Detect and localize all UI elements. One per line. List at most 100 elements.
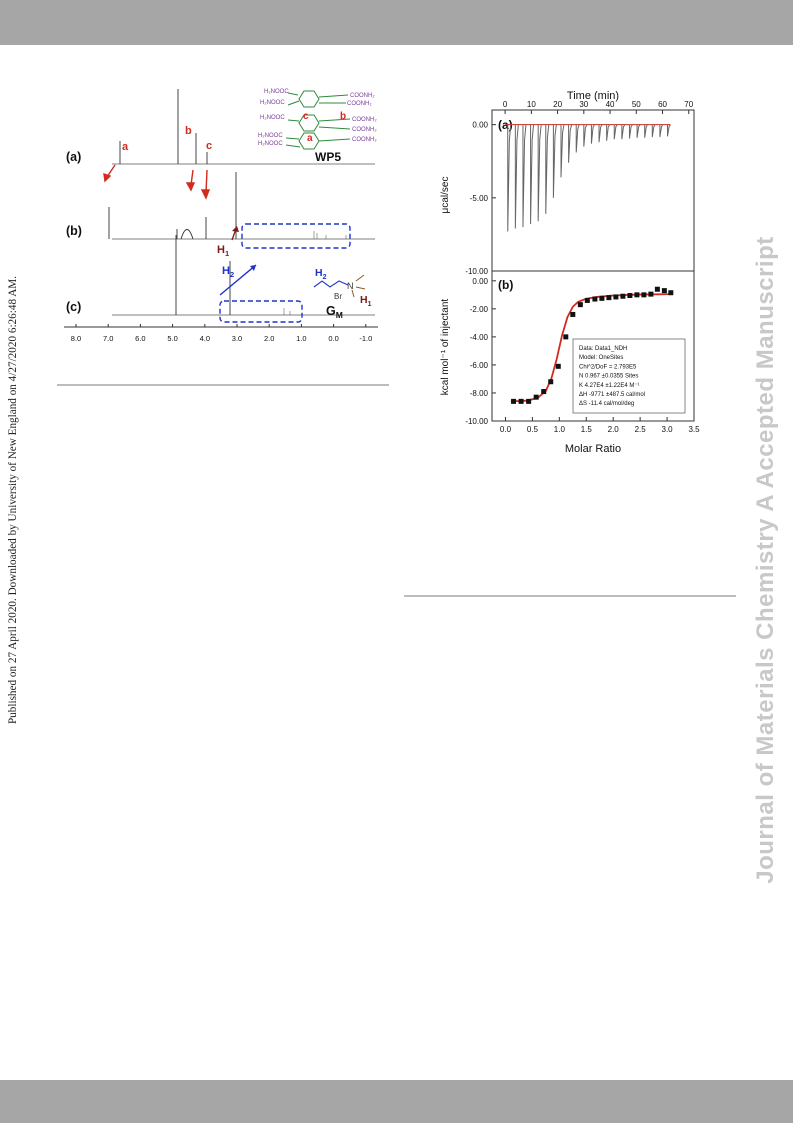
fit-results-line: ΔS -11.4 cal/mol/deg (579, 401, 634, 407)
itc-data-point (577, 302, 583, 308)
host-group: COONH₂ (352, 127, 377, 133)
itc-injection-peak (590, 124, 595, 144)
itc-data-point (555, 363, 561, 369)
itc-panel-b-frame (491, 270, 695, 422)
itc-injection-peak (552, 124, 557, 198)
itc-time-tick-label: 20 (553, 100, 562, 109)
itc-a-y-tick-label: -10.00 (465, 267, 488, 276)
itc-data-point (592, 296, 598, 302)
itc-data-point (570, 311, 576, 317)
itc-data-point (654, 286, 660, 292)
itc-b-x-tick-label: 0.5 (527, 425, 539, 434)
itc-data-point (641, 292, 647, 298)
nmr-tick-label: 6.0 (135, 334, 145, 343)
itc-b-y-tick-label: -10.00 (465, 417, 488, 426)
itc-b-x-tick-label: 0.0 (500, 425, 512, 434)
itc-injection-peak (644, 124, 649, 138)
itc-data-point (548, 379, 554, 385)
itc-b-y-tick-label: -4.00 (470, 333, 489, 342)
h2-label: H2 (222, 265, 234, 279)
itc-injection-peak (583, 124, 588, 147)
guest-nitrogen: N (347, 281, 354, 291)
publication-note: Published on 27 April 2020. Downloaded b… (3, 276, 23, 724)
itc-injection-peak (651, 124, 656, 138)
itc-injection-peak (537, 124, 542, 222)
host-group: COONH₂ (352, 137, 377, 143)
guest-name: GM (326, 304, 343, 320)
itc-b-y-tick-label: -8.00 (470, 389, 489, 398)
host-label-a: a (307, 133, 313, 144)
h2-shift-arrow (219, 264, 257, 296)
peak-b-b (180, 229, 194, 240)
host-ring (298, 90, 320, 108)
itc-injection-peak (606, 124, 611, 141)
spectrum-label-a: (a) (66, 150, 81, 164)
itc-data-point (613, 294, 619, 300)
fit-results-line: Chi^2/DoF = 2.793E5 (579, 364, 637, 370)
guest-h1-label: H1 (360, 294, 372, 308)
host-label-c: c (303, 111, 309, 122)
nmr-tick-label: 3.0 (232, 334, 242, 343)
itc-injection-peak (545, 124, 550, 214)
itc-time-tick-label: 70 (684, 100, 693, 109)
itc-time-tick-label: 10 (527, 100, 536, 109)
guest-methyl (351, 289, 355, 298)
itc-figure-rule (404, 595, 736, 597)
itc-injection-peak (507, 124, 512, 232)
itc-b-y-tick-label: 0.00 (472, 277, 488, 286)
host-ring (298, 132, 320, 150)
itc-figure: Time (min) 0 10 20 30 40 50 60 70 (a) 0.00-5.00… (440, 90, 700, 455)
itc-time-tick-label: 60 (658, 100, 667, 109)
itc-b-y-tick-label: -2.00 (470, 305, 489, 314)
itc-panel-b-ylabel: kcal mol⁻¹ of injectant (440, 299, 451, 396)
nmr-tick-label: 2.0 (264, 334, 274, 343)
fit-results-line: K 4.27E4 ±1.22E4 M⁻¹ (579, 383, 640, 389)
fit-results-text: Data: Data1_NDH Model: OneSites Chi^2/DoF … (579, 346, 645, 407)
host-group: COONH₂ (350, 93, 375, 99)
itc-binding-isotherm (510, 286, 674, 404)
itc-panel-b-x-ticks: 0.0 0.5 1.0 1.5 2.0 2.5 3.0 3.5 (500, 417, 700, 434)
nmr-tick-label: 1.0 (296, 334, 306, 343)
itc-injection-peak (628, 124, 633, 139)
itc-data-point (533, 394, 539, 400)
h1-label: H1 (217, 244, 229, 258)
itc-injection-peak (613, 124, 618, 140)
itc-data-point (648, 291, 654, 297)
nmr-tick-label: 5.0 (167, 334, 177, 343)
nmr-figure-rule (57, 384, 389, 386)
guest-h2-label: H2 (315, 267, 327, 281)
itc-data-point (661, 288, 667, 294)
itc-a-y-tick-label: -5.00 (470, 194, 489, 203)
arrowhead-c (200, 189, 211, 200)
fit-results-box (572, 338, 686, 414)
host-group: H₂NOOC (264, 89, 289, 95)
host-group: COONH₂ (352, 117, 377, 123)
fit-results-line: N 0.967 ±0.0355 Sites (579, 374, 638, 380)
host-name: WP5 (315, 150, 341, 164)
host-group: H₂NOOC (260, 115, 285, 121)
itc-injection-peak (522, 124, 527, 228)
itc-data-point (627, 293, 633, 299)
spectrum-label-b: (b) (66, 224, 82, 238)
guest-bromide: Br (334, 292, 342, 301)
host-chains (285, 92, 351, 148)
zoom-box-c (219, 300, 303, 323)
itc-injection-peak (667, 124, 671, 137)
itc-panel-a-frame (491, 109, 695, 272)
itc-injection-peak (514, 124, 519, 229)
itc-time-ticks: 0 10 20 30 40 50 60 70 (503, 100, 694, 114)
itc-panel-b-label: (b) (498, 278, 513, 292)
host-group: H₂NOOC (258, 141, 283, 147)
itc-data-point (599, 295, 605, 301)
arrowhead-a (103, 172, 112, 183)
peak-label-b: b (185, 125, 192, 137)
host-group: H₂NOOC (258, 133, 283, 139)
itc-injection-peak (636, 124, 641, 138)
nmr-tick-label: 4.0 (200, 334, 210, 343)
itc-data-point (584, 297, 590, 303)
fit-results-line: ΔH -9771 ±487.5 cal/mol (579, 392, 645, 398)
h2-arrowhead (250, 265, 256, 271)
nmr-tick-label: -1.0 (359, 334, 372, 343)
nmr-tick-label: 0.0 (328, 334, 338, 343)
shift-arrow-c (205, 169, 208, 194)
